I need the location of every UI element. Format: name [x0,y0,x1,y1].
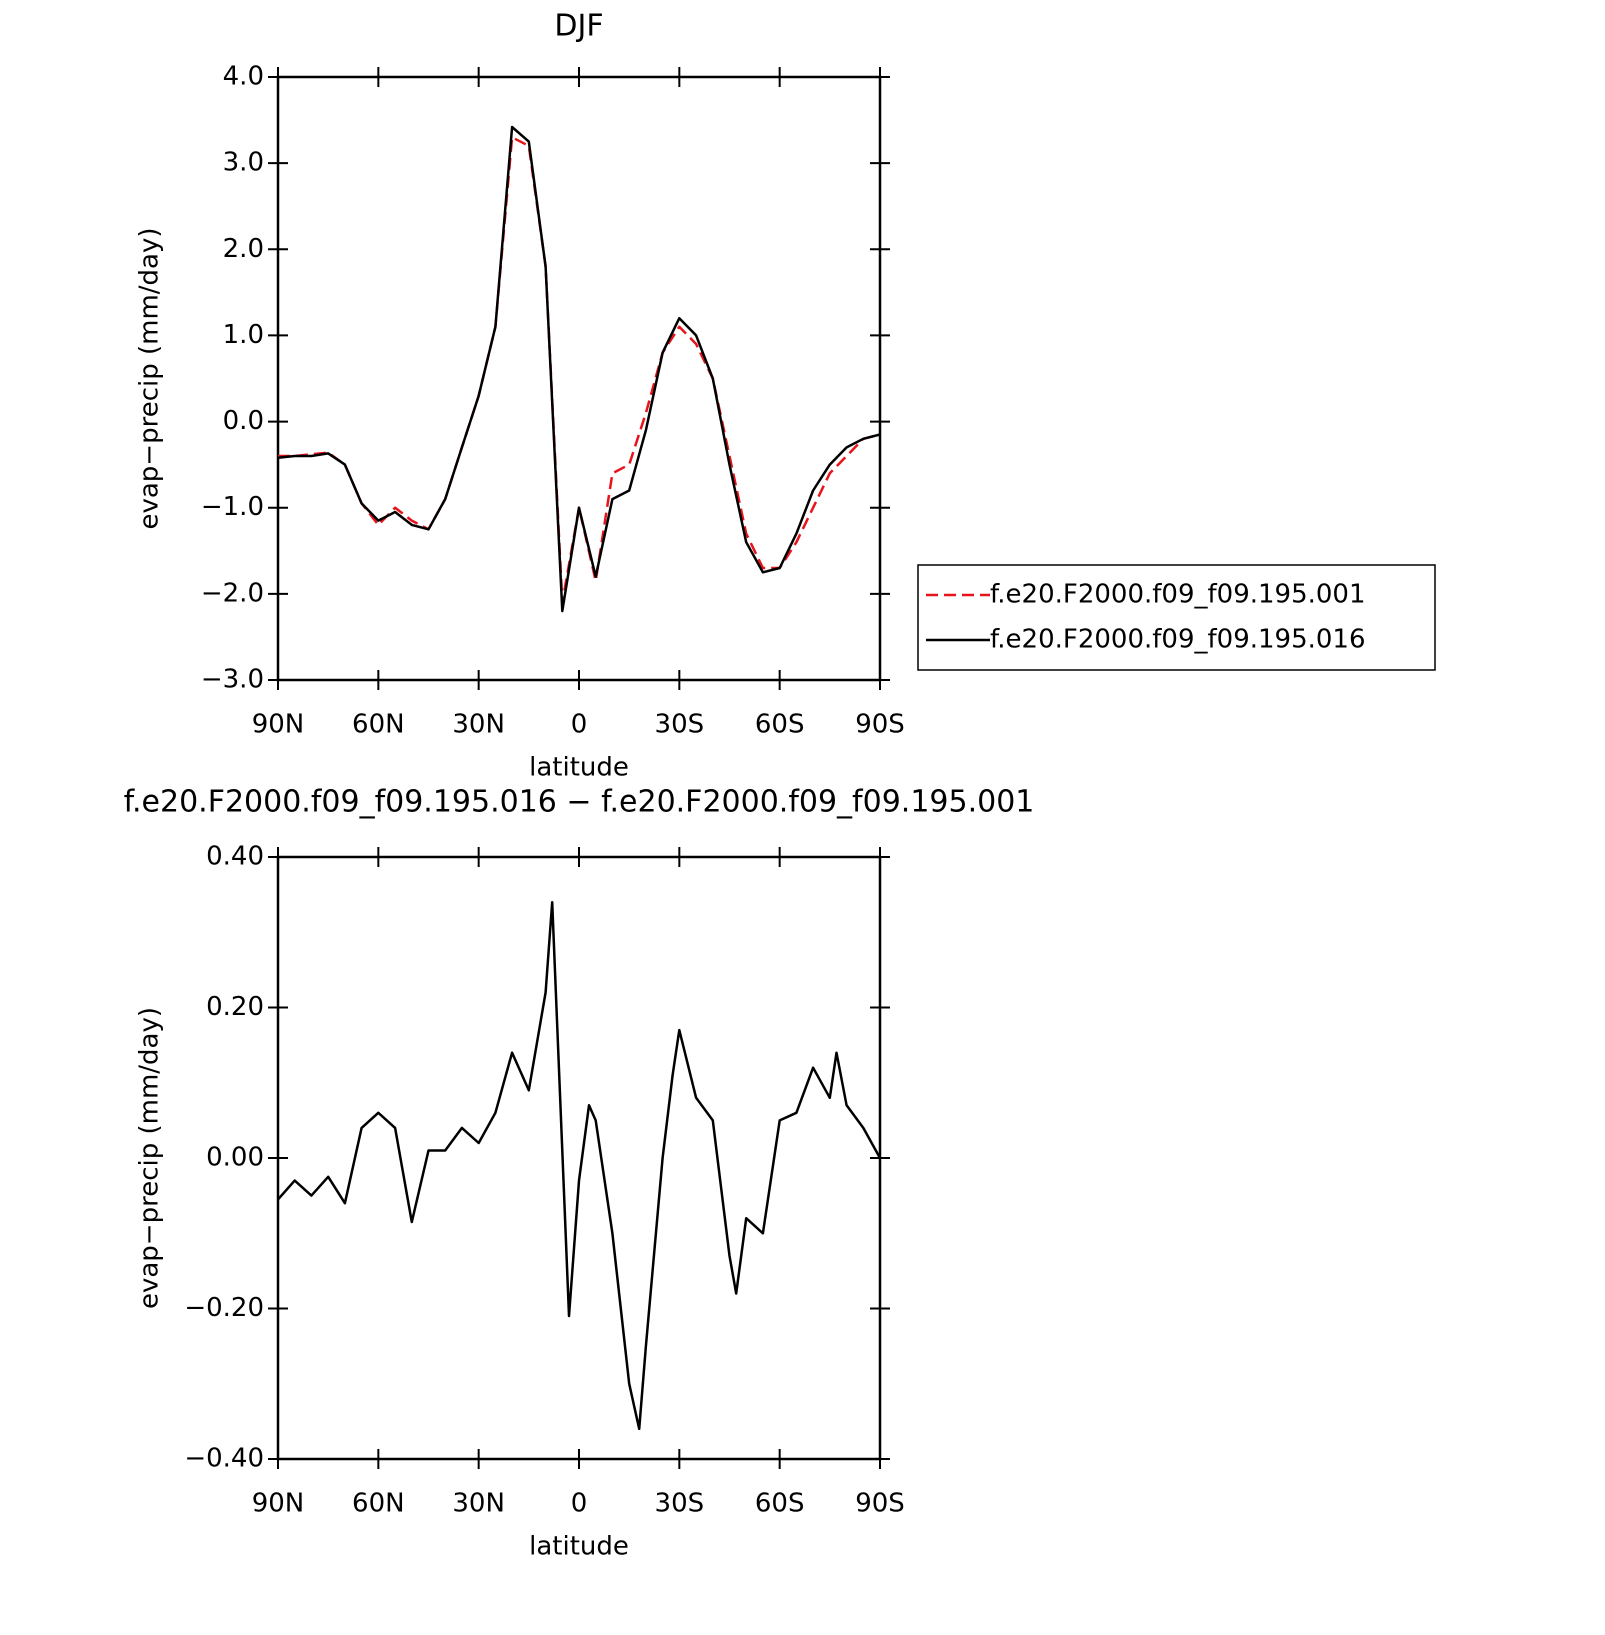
x-axis-label: latitude [529,753,629,783]
x-tick-label: 30S [655,1489,705,1519]
y-tick-label: −3.0 [201,665,264,695]
y-axis-label: evap−precip (mm/day) [135,1007,165,1309]
x-tick-label: 90N [252,710,305,740]
x-tick-label: 0 [571,1489,588,1519]
y-tick-label: −1.0 [201,492,264,522]
x-tick-label: 0 [571,710,588,740]
y-tick-label: −2.0 [201,578,264,608]
x-tick-label: 30N [452,710,505,740]
x-tick-label: 60N [352,1489,405,1519]
chart-title: f.e20.F2000.f09_f09.195.016 − f.e20.F200… [124,785,1035,820]
x-tick-label: 30S [655,710,705,740]
plot-frame [276,855,882,1461]
x-tick-label: 60S [755,710,805,740]
x-tick-label: 90S [855,710,905,740]
legend-label: f.e20.F2000.f09_f09.195.016 [990,625,1366,655]
legend-label: f.e20.F2000.f09_f09.195.001 [990,580,1366,610]
y-tick-label: 4.0 [223,62,264,92]
chart-title: DJF [554,9,603,44]
data-line [277,900,882,1431]
y-tick-label: 0.0 [223,406,264,436]
x-tick-label: 30N [452,1489,505,1519]
y-tick-label: 0.00 [206,1143,264,1173]
y-tick-label: 1.0 [223,320,264,350]
data-line [278,136,881,604]
y-tick-label: −0.40 [184,1444,264,1474]
y-tick-label: 0.40 [206,842,264,872]
y-tick-label: −0.20 [184,1293,264,1323]
legend-box [917,564,1436,671]
x-axis-label: latitude [529,1532,629,1562]
y-axis-label: evap−precip (mm/day) [135,227,165,529]
y-tick-label: 3.0 [223,148,264,178]
plot-frame [276,75,882,682]
data-line [277,125,881,613]
x-tick-label: 60N [352,710,405,740]
x-tick-label: 90S [855,1489,905,1519]
x-tick-label: 60S [755,1489,805,1519]
y-tick-label: 2.0 [223,234,264,264]
y-tick-label: 0.20 [206,992,264,1022]
x-tick-label: 90N [252,1489,305,1519]
